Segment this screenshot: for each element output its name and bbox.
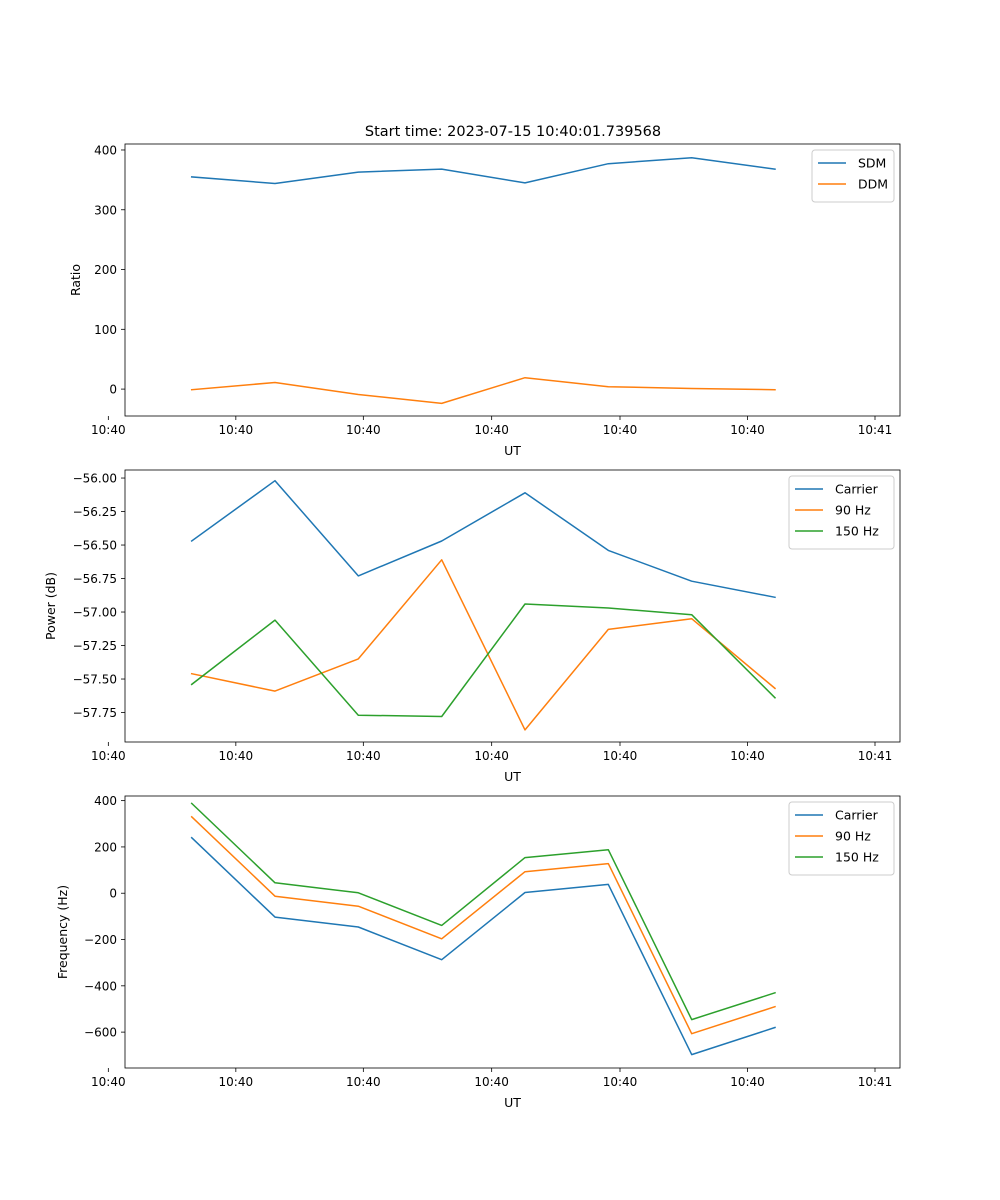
y-tick-label: 200 <box>94 840 117 854</box>
series-line-carrier <box>190 479 776 599</box>
x-tick-label: 10:40 <box>474 423 509 437</box>
x-axis-label: UT <box>504 443 521 458</box>
series-line-150-hz <box>190 802 776 1021</box>
y-tick-label: 400 <box>94 143 117 157</box>
y-tick-label: 200 <box>94 263 117 277</box>
x-tick-label: 10:41 <box>858 1075 893 1089</box>
legend-label: 90 Hz <box>835 829 871 844</box>
x-tick-label: 10:40 <box>346 1075 381 1089</box>
legend-label: Carrier <box>835 482 879 497</box>
y-tick-label: −57.50 <box>73 673 117 687</box>
legend-label: SDM <box>858 156 886 171</box>
series-line-ddm <box>190 376 776 405</box>
y-tick-label: 100 <box>94 323 117 337</box>
series-line-sdm <box>190 156 776 185</box>
x-tick-label: 10:40 <box>219 1075 254 1089</box>
y-tick-label: −56.75 <box>73 572 117 586</box>
x-tick-label: 10:40 <box>346 749 381 763</box>
y-tick-label: −56.50 <box>73 539 117 553</box>
x-tick-label: 10:40 <box>346 423 381 437</box>
power-panel: 10:40 10:40 10:40 10:40 10:40 10:40 10:41 −56.0… <box>43 469 901 784</box>
x-tick-label: 10:40 <box>91 423 126 437</box>
x-axis-label: UT <box>504 1095 521 1110</box>
series-line-90-hz <box>190 815 776 1035</box>
y-tick-label: 400 <box>94 794 117 808</box>
series-line-carrier <box>190 836 776 1056</box>
ratio-panel: 10:40 10:40 10:40 10:40 10:40 10:40 10:41 0 100 2… <box>68 143 901 458</box>
x-axis-label: UT <box>504 769 521 784</box>
series-line-90-hz <box>190 559 777 731</box>
legend: Carrier 90 Hz 150 Hz <box>788 801 895 876</box>
series-line-150-hz <box>190 603 777 718</box>
x-tick-label: 10:40 <box>474 1075 509 1089</box>
figure-title: Start time: 2023-07-15 10:40:01.739568 <box>365 124 661 140</box>
legend-label: Carrier <box>835 808 879 823</box>
legend: SDM DDM <box>811 149 895 203</box>
y-axis-label: Frequency (Hz) <box>55 885 70 979</box>
frequency-panel: 10:40 10:40 10:40 10:40 10:40 10:40 10:41 400 20… <box>55 794 901 1110</box>
y-tick-label: 0 <box>109 383 117 397</box>
y-tick-label: −400 <box>84 979 117 993</box>
legend-label: 150 Hz <box>835 850 879 865</box>
legend-label: DDM <box>858 177 888 192</box>
x-tick-label: 10:40 <box>730 749 765 763</box>
x-tick-label: 10:40 <box>219 423 254 437</box>
y-axis-label: Power (dB) <box>43 572 58 640</box>
x-tick-label: 10:41 <box>858 423 893 437</box>
axes-frame <box>124 143 901 417</box>
x-tick-label: 10:40 <box>91 749 126 763</box>
y-tick-label: −200 <box>84 933 117 947</box>
axes-frame <box>124 795 901 1069</box>
legend-label: 150 Hz <box>835 524 879 539</box>
y-tick-label: −56.00 <box>73 472 117 486</box>
y-tick-label: −56.25 <box>73 505 117 519</box>
x-tick-label: 10:40 <box>474 749 509 763</box>
x-tick-label: 10:40 <box>730 423 765 437</box>
x-tick-label: 10:40 <box>603 749 638 763</box>
y-tick-label: 300 <box>94 203 117 217</box>
legend-label: 90 Hz <box>835 503 871 518</box>
x-tick-label: 10:40 <box>603 1075 638 1089</box>
x-tick-label: 10:40 <box>219 749 254 763</box>
x-tick-label: 10:40 <box>730 1075 765 1089</box>
x-tick-label: 10:40 <box>603 423 638 437</box>
axes-frame <box>124 469 901 743</box>
x-tick-label: 10:40 <box>91 1075 126 1089</box>
y-tick-label: −57.75 <box>73 706 117 720</box>
x-tick-label: 10:41 <box>858 749 893 763</box>
y-tick-label: −57.00 <box>73 606 117 620</box>
y-axis-label: Ratio <box>68 264 83 296</box>
y-tick-label: −600 <box>84 1026 117 1040</box>
y-tick-label: −57.25 <box>73 639 117 653</box>
y-tick-label: 0 <box>109 887 117 901</box>
legend: Carrier 90 Hz 150 Hz <box>788 475 895 550</box>
